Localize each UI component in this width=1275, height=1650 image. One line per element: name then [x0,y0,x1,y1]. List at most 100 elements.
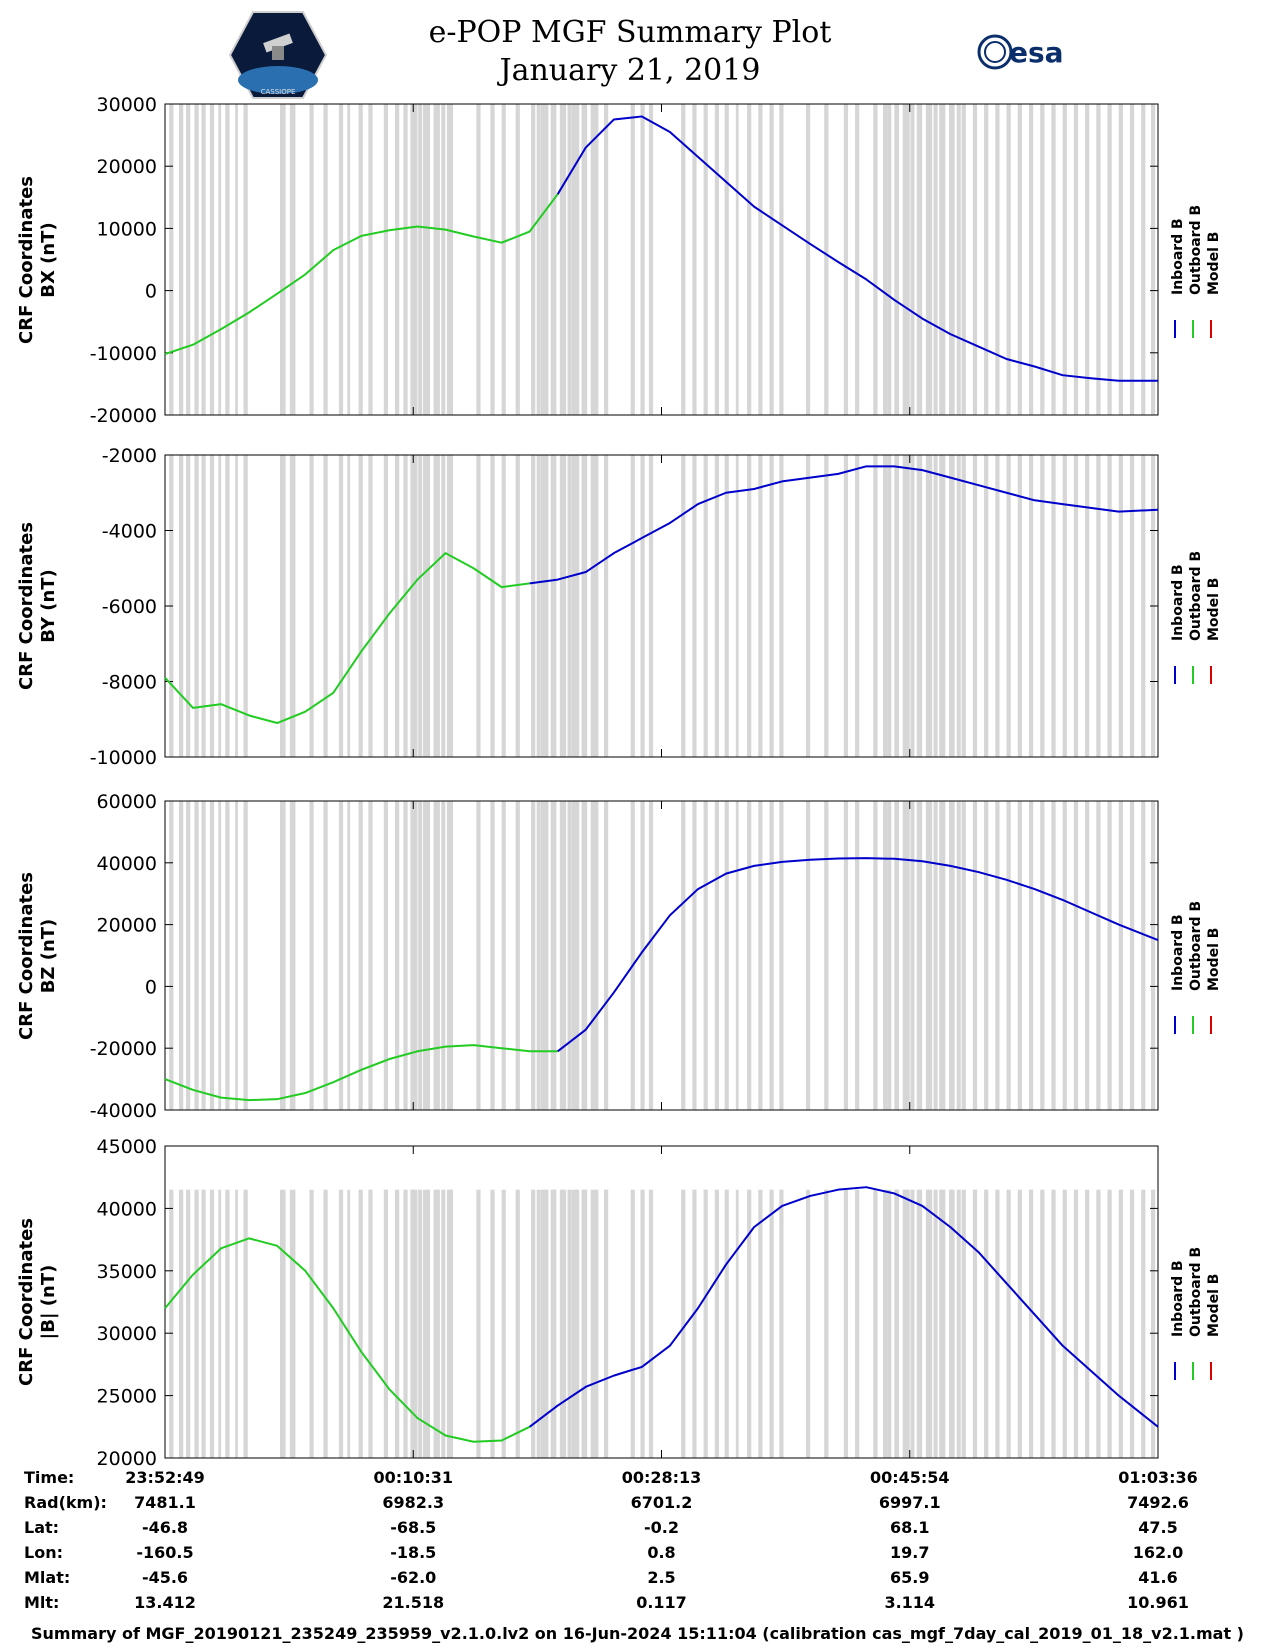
data-gap-band [571,104,578,415]
data-gap-band [949,1189,954,1458]
data-gap-band [410,801,415,1110]
data-gap-band [540,455,546,757]
data-gap-band [368,455,373,757]
ephemeris-value: 65.9 [890,1568,930,1587]
data-gap-band [703,455,708,757]
title-line-1: e-POP MGF Summary Plot [428,15,832,50]
data-gap-band [779,801,784,1110]
y-tick-label: 20000 [97,915,157,937]
y-tick-label: -10000 [90,747,157,769]
data-gap-band [1118,455,1123,757]
data-gap-band [843,801,849,1110]
data-gap-band [567,801,572,1110]
ephemeris-value: 6997.1 [878,1493,941,1512]
data-gap-band [594,455,599,757]
data-gap-band [824,455,829,757]
data-gap-band [235,1189,238,1458]
data-gap-band [590,455,595,757]
data-gap-band [225,455,230,757]
ephemeris-value: 162.0 [1132,1543,1184,1562]
data-gap-band [540,104,546,415]
data-gap-band [724,455,729,757]
data-gap-band [758,104,763,415]
data-gap-band [1141,1189,1146,1458]
legend-swatch [1174,1015,1176,1034]
data-gap-band [575,104,580,415]
legend-swatch [1174,319,1176,338]
data-gap-band [855,455,860,757]
data-gap-band [735,104,739,415]
data-gap-band [441,1189,446,1458]
data-gap-band [575,1189,580,1458]
y-axis-label-line-2: BZ (nT) [38,918,59,993]
y-tick-label: 45000 [97,1136,157,1158]
data-gap-band [910,1189,915,1458]
y-axis-label: CRF Coordinates BZ (nT) [16,826,60,1086]
plot-panel-4: 45000 40000 35000 30000 25000 20000 [97,1136,1159,1470]
data-gap-band [895,1189,900,1458]
data-gap-band [218,801,222,1110]
y-tick-label: -40000 [90,1100,157,1122]
data-gap-band [243,1189,248,1458]
data-gap-band [902,1189,907,1458]
data-gap-band [552,1189,557,1458]
data-gap-band [1129,455,1135,757]
ephemeris-value: 0.117 [636,1593,687,1612]
title-line-2: January 21, 2019 [499,53,761,88]
data-gap-band [630,104,635,415]
data-gap-band [747,801,752,1110]
data-gap-band [433,455,438,757]
data-gap-band [358,801,363,1110]
data-gap-band [441,104,446,415]
data-gap-band [887,455,892,757]
data-gap-band [703,1189,708,1458]
data-gap-band [883,1189,888,1458]
data-gap-band [218,1189,222,1458]
data-gap-band [571,455,578,757]
data-gap-band [648,455,654,757]
data-gap-band [769,455,774,757]
y-tick-label: 30000 [97,1323,157,1345]
data-gap-band [714,801,720,1110]
legend-label: Model B [1206,231,1222,295]
data-gap-band [1051,801,1056,1110]
data-gap-band [1040,104,1045,415]
data-gap-band [648,104,654,415]
data-gap-band [747,1189,752,1458]
data-gap-band [490,104,495,415]
data-gap-band [179,455,184,757]
data-gap-band [805,104,811,415]
data-gap-band [582,455,587,757]
data-gap-band [338,455,344,757]
data-gap-band [289,801,296,1110]
data-gap-band [280,1189,286,1458]
ephemeris-value: 6982.3 [382,1493,445,1512]
data-gap-band [984,1189,989,1458]
data-gap-band [640,801,645,1110]
data-gap-band [449,104,454,415]
data-gap-band [280,801,286,1110]
data-gap-band [536,455,541,757]
y-axis-label: CRF Coordinates BY (nT) [16,476,60,736]
data-gap-band [692,1189,697,1458]
data-gap-band [910,455,915,757]
legend-swatch [1210,1362,1212,1380]
data-gap-band [418,801,423,1110]
data-gap-band [918,104,923,415]
data-gap-band [905,801,910,1110]
data-gap-band [309,455,314,757]
y-tick-label: 20000 [97,156,157,178]
y-tick-label: 40000 [97,1198,157,1220]
data-gap-band [567,104,572,415]
data-gap-band [630,801,635,1110]
data-gap-band [368,801,373,1110]
data-gap-band [490,455,495,757]
data-gap-band [855,104,860,415]
ephemeris-row-label: Time: [24,1468,75,1487]
data-gap-band [501,455,506,757]
data-gap-band [640,455,645,757]
data-gap-band [843,455,849,757]
data-gap-band [1141,104,1146,415]
legend-swatch [1174,666,1176,684]
data-gap-band [531,801,536,1110]
